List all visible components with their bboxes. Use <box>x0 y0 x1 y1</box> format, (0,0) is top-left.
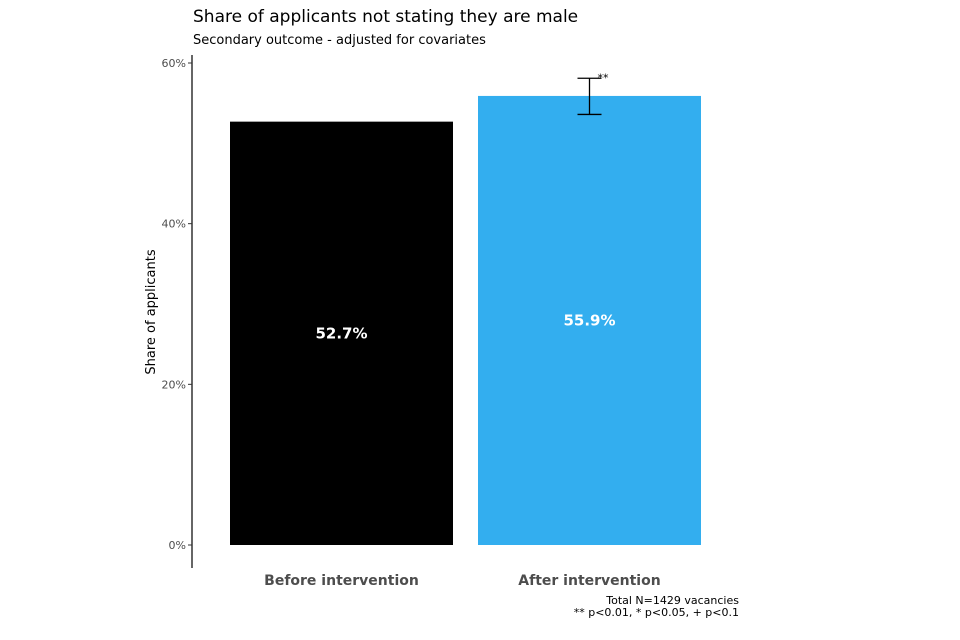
y-tick-label: 0% <box>169 539 186 552</box>
bar-value-label: 52.7% <box>315 324 367 342</box>
y-tick-label: 40% <box>162 218 186 231</box>
significance-marker: ** <box>598 71 610 84</box>
caption-line: ** p<0.01, * p<0.05, + p<0.1 <box>574 606 739 619</box>
category-labels: Before intervention After intervention <box>264 573 661 589</box>
y-tick-label: 20% <box>162 378 186 391</box>
y-axis-title: Share of applicants <box>144 249 159 374</box>
y-tick-label: 60% <box>162 57 186 70</box>
bar-value-label: 55.9% <box>563 311 615 329</box>
chart-title: Share of applicants not stating they are… <box>193 7 578 27</box>
bar <box>478 95 701 545</box>
caption: Total N=1429 vacancies** p<0.01, * p<0.0… <box>574 594 740 619</box>
caption-line: Total N=1429 vacancies <box>605 594 739 607</box>
x-category-label: After intervention <box>518 573 660 589</box>
bar <box>230 121 453 545</box>
error-bars: ** <box>577 71 610 116</box>
y-axis: 0% 20% 40% 60% <box>162 55 193 568</box>
bars: 52.7% 55.9% <box>230 95 701 545</box>
chart-subtitle: Secondary outcome - adjusted for covaria… <box>193 33 486 48</box>
x-category-label: Before intervention <box>264 573 419 589</box>
